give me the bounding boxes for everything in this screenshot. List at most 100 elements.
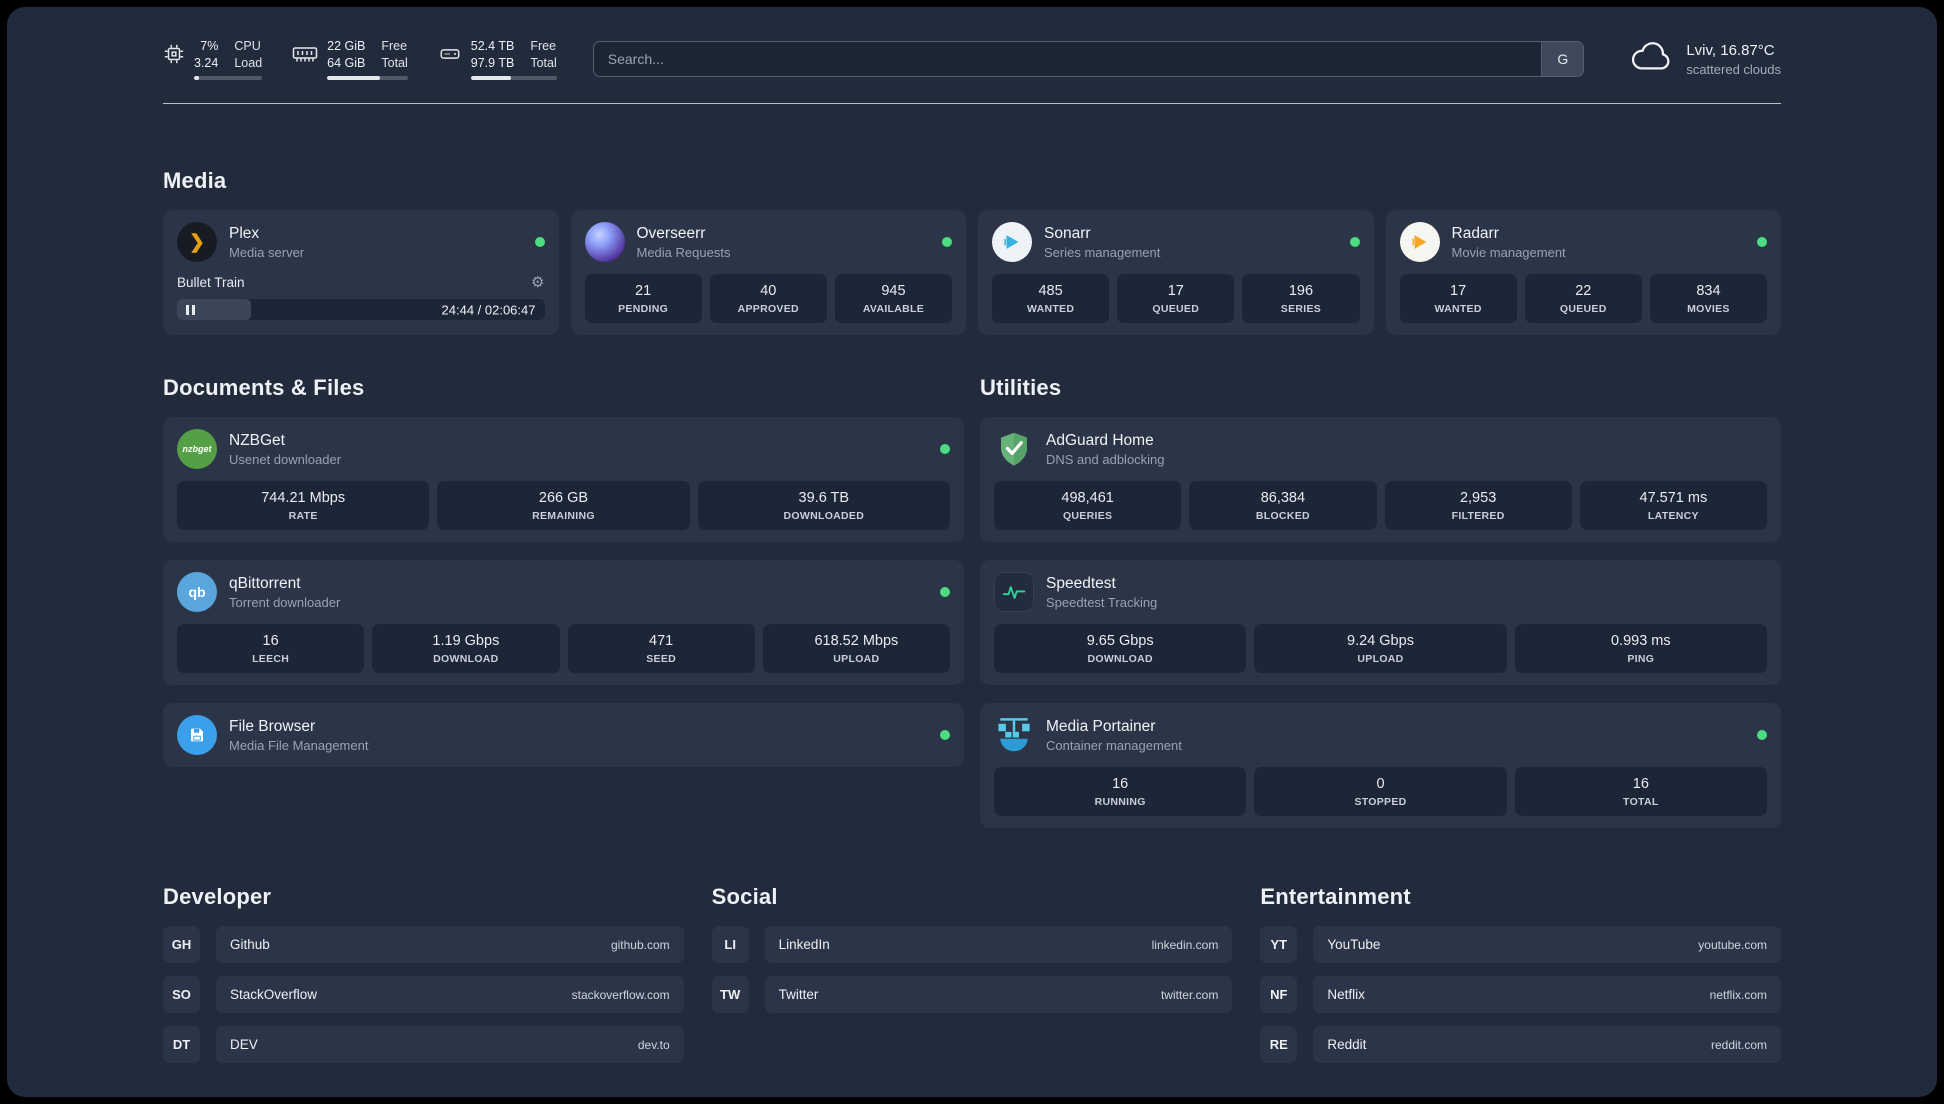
service-subtitle: Series management bbox=[1044, 244, 1161, 260]
bookmarks-entertainment: Entertainment YT YouTube youtube.com NF N… bbox=[1260, 884, 1781, 1076]
service-name: qBittorrent bbox=[229, 574, 301, 592]
bookmark-row: DT DEV dev.to bbox=[163, 1026, 684, 1063]
service-name: AdGuard Home bbox=[1046, 431, 1154, 449]
bookmark-row: LI LinkedIn linkedin.com bbox=[711, 926, 1233, 963]
stat-pending: 21 PENDING bbox=[584, 274, 702, 323]
sonarr-icon bbox=[992, 222, 1032, 262]
dashboard: 7% CPU 3.24 Load 22 GiB Free 64 G bbox=[7, 7, 1937, 1097]
cpu-usage-value: 7% bbox=[200, 39, 219, 54]
stat-running: 16 RUNNING bbox=[994, 767, 1247, 816]
stat-approved: 40 APPROVED bbox=[709, 274, 827, 323]
stat-total: 16 TOTAL bbox=[1514, 767, 1767, 816]
service-subtitle: Media File Management bbox=[229, 737, 369, 753]
service-card-speedtest[interactable]: Speedtest Speedtest Tracking 9.65 Gbps DO… bbox=[980, 560, 1781, 685]
stat-wanted: 17 WANTED bbox=[1399, 274, 1517, 323]
bookmark-twitter[interactable]: Twitter twitter.com bbox=[764, 976, 1233, 1013]
service-card-nzbget[interactable]: nzbget NZBGet Usenet downloader 744.21 M… bbox=[163, 417, 964, 542]
disk-free-label: Free bbox=[530, 39, 557, 54]
bookmark-abbr-twitter[interactable]: TW bbox=[711, 976, 749, 1013]
bookmark-abbr-netflix[interactable]: NF bbox=[1260, 976, 1298, 1013]
service-card-filebrowser[interactable]: File Browser Media File Management bbox=[163, 703, 964, 767]
status-dot bbox=[940, 587, 950, 597]
bookmark-stackoverflow[interactable]: StackOverflow stackoverflow.com bbox=[216, 976, 684, 1013]
status-dot bbox=[1349, 237, 1360, 247]
bookmark-abbr-dev[interactable]: DT bbox=[163, 1026, 200, 1063]
memory-free-label: Free bbox=[381, 39, 408, 54]
section-title-entertainment: Entertainment bbox=[1260, 884, 1411, 909]
service-card-portainer[interactable]: Media Portainer Container management 16 R… bbox=[980, 703, 1781, 828]
playback-time: 24:44 / 02:06:47 bbox=[441, 302, 536, 317]
status-dot bbox=[940, 444, 950, 454]
stat-download: 9.65 Gbps DOWNLOAD bbox=[994, 624, 1247, 673]
service-card-sonarr[interactable]: Sonarr Series management 485 WANTED 17 QUE… bbox=[978, 210, 1374, 335]
stat-remaining: 266 GB REMAINING bbox=[437, 481, 690, 530]
bookmark-abbr-reddit[interactable]: RE bbox=[1260, 1026, 1298, 1063]
cpu-usage-label: CPU bbox=[234, 39, 261, 54]
bookmark-abbr-stackoverflow[interactable]: SO bbox=[163, 976, 200, 1013]
service-card-overseerr[interactable]: Overseerr Media Requests 21 PENDING 40 APP… bbox=[570, 210, 966, 335]
gear-icon[interactable]: ⚙ bbox=[531, 274, 545, 291]
media-card-grid: ❯ Plex Media server Bullet Train ⚙ 24:44… bbox=[163, 210, 1781, 335]
bookmark-row: YT YouTube youtube.com bbox=[1260, 926, 1781, 963]
section-title-developer: Developer bbox=[163, 884, 272, 909]
disk-icon bbox=[438, 43, 462, 65]
search-bar: G bbox=[592, 41, 1585, 77]
cloud-icon bbox=[1628, 40, 1674, 79]
plex-icon: ❯ bbox=[177, 222, 217, 262]
status-dot bbox=[942, 237, 952, 247]
topbar-divider bbox=[163, 103, 1781, 104]
stat-queued: 22 QUEUED bbox=[1524, 274, 1642, 323]
search-input[interactable] bbox=[593, 42, 1542, 76]
search-provider-button[interactable]: G bbox=[1541, 42, 1584, 76]
stat-movies: 834 MOVIES bbox=[1649, 274, 1768, 323]
stat-download: 1.19 Gbps DOWNLOAD bbox=[372, 624, 560, 673]
section-title-documents: Documents & Files bbox=[163, 375, 365, 400]
service-name: File Browser bbox=[229, 717, 316, 735]
utilities-column: Utilities AdGuard Home DNS and adblockin… bbox=[980, 375, 1781, 828]
bookmark-abbr-youtube[interactable]: YT bbox=[1260, 926, 1298, 963]
stat-filtered: 2,953 FILTERED bbox=[1384, 481, 1572, 530]
memory-icon bbox=[292, 43, 318, 65]
service-card-radarr[interactable]: Radarr Movie management 17 WANTED 22 QUEUE… bbox=[1385, 210, 1781, 335]
service-card-adguard[interactable]: AdGuard Home DNS and adblocking 498,461 Q… bbox=[980, 417, 1781, 542]
bookmark-row: RE Reddit reddit.com bbox=[1260, 1026, 1781, 1063]
memory-progress-bar bbox=[327, 75, 408, 80]
bookmark-netflix[interactable]: Netflix netflix.com bbox=[1313, 976, 1781, 1013]
stat-blocked: 86,384 BLOCKED bbox=[1189, 481, 1377, 530]
stat-upload: 618.52 Mbps UPLOAD bbox=[762, 624, 950, 673]
stat-upload: 9.24 Gbps UPLOAD bbox=[1254, 624, 1507, 673]
service-subtitle: Media Requests bbox=[636, 244, 731, 260]
memory-free-value: 22 GiB bbox=[327, 39, 366, 54]
bookmark-row: SO StackOverflow stackoverflow.com bbox=[163, 976, 684, 1013]
bookmark-abbr-github[interactable]: GH bbox=[163, 926, 200, 963]
middle-columns: Documents & Files nzbget NZBGet Usenet d… bbox=[163, 375, 1781, 828]
service-subtitle: DNS and adblocking bbox=[1046, 451, 1165, 467]
cpu-chip-icon bbox=[163, 43, 185, 65]
bookmark-abbr-linkedin[interactable]: LI bbox=[711, 926, 749, 963]
service-subtitle: Speedtest Tracking bbox=[1046, 594, 1158, 610]
pause-icon[interactable] bbox=[186, 304, 195, 315]
status-dot bbox=[534, 237, 545, 247]
bookmark-youtube[interactable]: YouTube youtube.com bbox=[1313, 926, 1781, 963]
service-subtitle: Media server bbox=[229, 244, 305, 260]
stat-latency: 47.571 ms LATENCY bbox=[1579, 481, 1767, 530]
stat-wanted: 485 WANTED bbox=[992, 274, 1110, 323]
stat-stopped: 0 STOPPED bbox=[1254, 767, 1507, 816]
now-playing-title: Bullet Train bbox=[177, 274, 245, 290]
bookmark-linkedin[interactable]: LinkedIn linkedin.com bbox=[764, 926, 1233, 963]
playback-progress: 24:44 / 02:06:47 bbox=[177, 299, 545, 320]
stat-available: 945 AVAILABLE bbox=[834, 274, 953, 323]
bookmark-dev[interactable]: DEV dev.to bbox=[216, 1026, 684, 1063]
bookmark-reddit[interactable]: Reddit reddit.com bbox=[1313, 1026, 1781, 1063]
service-name: Media Portainer bbox=[1046, 717, 1156, 735]
service-card-qbittorrent[interactable]: qb qBittorrent Torrent downloader 16 LEEC… bbox=[163, 560, 964, 685]
section-title-utilities: Utilities bbox=[980, 375, 1062, 400]
disk-free-value: 52.4 TB bbox=[470, 39, 515, 54]
service-subtitle: Container management bbox=[1046, 737, 1182, 753]
bookmark-github[interactable]: Github github.com bbox=[216, 926, 684, 963]
stat-queries: 498,461 QUERIES bbox=[994, 481, 1182, 530]
service-card-plex[interactable]: ❯ Plex Media server Bullet Train ⚙ 24:44… bbox=[163, 210, 559, 335]
filebrowser-icon bbox=[177, 715, 217, 755]
section-title-media: Media bbox=[163, 168, 227, 193]
bookmark-row: NF Netflix netflix.com bbox=[1260, 976, 1781, 1013]
